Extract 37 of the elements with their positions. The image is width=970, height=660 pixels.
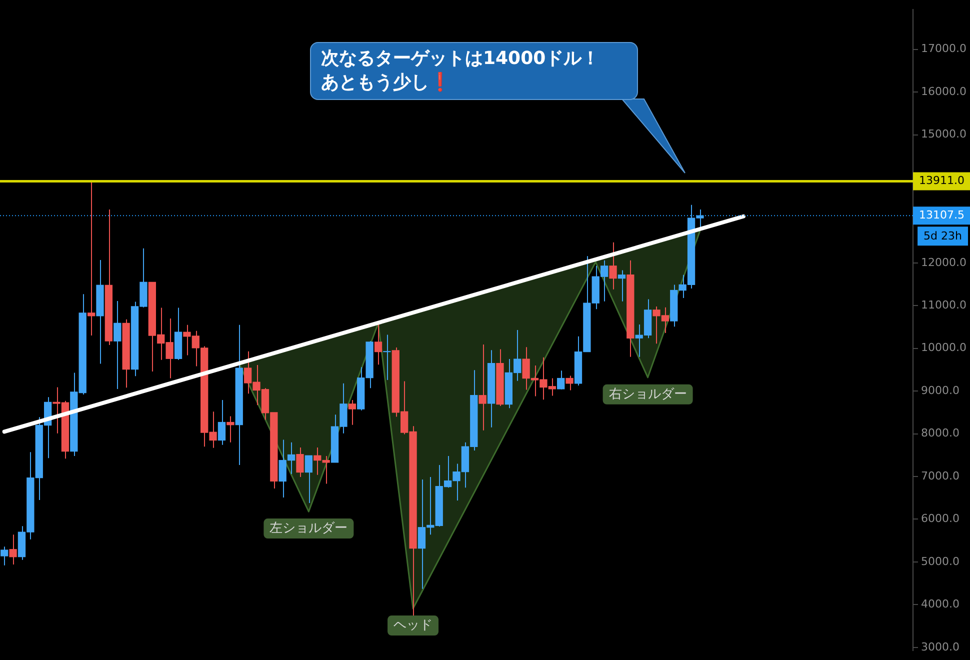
annotation: 左ショルダー (270, 520, 348, 536)
y-tick-label: 8000.0 (921, 426, 960, 440)
candlestick (557, 370, 565, 390)
annotation: あともう少し❗ (321, 72, 451, 93)
candlestick (618, 270, 626, 302)
y-tick-label: 10000.0 (921, 341, 966, 354)
y-tick-label: 16000.0 (921, 84, 966, 98)
candlestick (609, 242, 617, 290)
y-tick-label: 6000.0 (921, 512, 960, 526)
candlestick (374, 323, 382, 366)
y-tick-label: 17000.0 (921, 42, 966, 56)
annotation: 次なるターゲットは14000ドル！ (321, 48, 600, 69)
candlestick (9, 534, 17, 566)
y-tick-label: 11000.0 (921, 298, 966, 312)
y-tick-label: 4000.0 (921, 598, 960, 611)
candlestick (566, 375, 574, 391)
candlestick (114, 300, 122, 390)
y-tick-label: 5000.0 (921, 554, 960, 568)
y-tick-label: 12000.0 (921, 256, 966, 269)
candlestick (478, 344, 486, 431)
candlestick (348, 400, 356, 426)
annotation: 右ショルダー (608, 386, 687, 402)
candlestick (383, 334, 391, 380)
ref-line-label: 13107.5 (919, 208, 964, 222)
y-tick-label: 7000.0 (921, 469, 960, 482)
candlestick (304, 455, 313, 504)
candlestick (87, 181, 96, 336)
candlestick (296, 446, 304, 478)
candlestick (218, 400, 226, 446)
text: 5d 23h (924, 229, 962, 242)
y-tick-label: 15000.0 (921, 128, 966, 141)
y-tick-label: 9000.0 (921, 384, 960, 397)
ref-line-label: 13911.0 (919, 174, 964, 188)
candlestick (0, 546, 8, 566)
annotation: ヘッド (394, 618, 433, 633)
y-tick-label: 3000.0 (921, 640, 960, 654)
candlestick (226, 416, 234, 443)
